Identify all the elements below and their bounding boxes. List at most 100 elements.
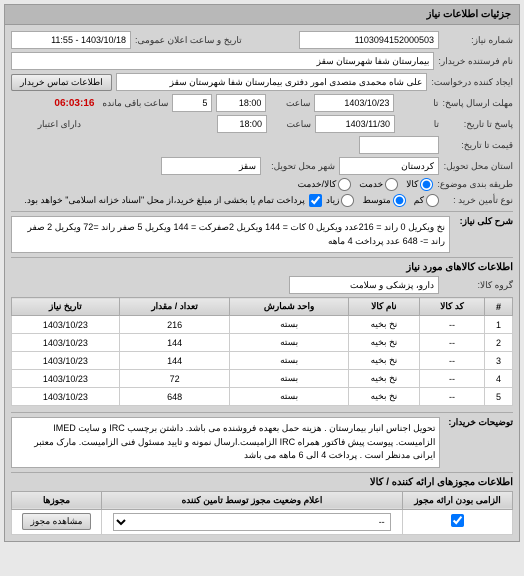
row-group: گروه کالا: — [11, 276, 513, 294]
row-number: شماره نیاز: تاریخ و ساعت اعلان عمومی: — [11, 31, 513, 49]
table-cell: نخ بخیه — [348, 316, 419, 334]
th-qty: تعداد / مقدار — [119, 298, 230, 316]
table-cell: 1 — [485, 316, 513, 334]
auth-required-cell — [403, 509, 513, 534]
table-cell: 1403/10/23 — [12, 388, 120, 406]
table-cell: -- — [419, 334, 484, 352]
table-row: 1--نخ بخیهبسته2161403/10/23 — [12, 316, 513, 334]
table-row: 3--نخ بخیهبسته1441403/10/23 — [12, 352, 513, 370]
supply-radio-2[interactable]: متوسط — [362, 194, 405, 207]
desc-text: نخ ویکریل 0 راند = 216عدد ویکریل 0 کات =… — [11, 216, 450, 253]
table-row: 2--نخ بخیهبسته1441403/10/23 — [12, 334, 513, 352]
group-input[interactable] — [289, 276, 439, 294]
th-code: کد کالا — [419, 298, 484, 316]
row-price: قیمت تا تاریخ: — [11, 136, 513, 154]
table-cell: بسته — [230, 370, 349, 388]
table-cell: 1403/10/23 — [12, 334, 120, 352]
auth-select[interactable]: -- — [113, 513, 390, 531]
row-requester: ایجاد کننده درخواست: اطلاعات تماس خریدار — [11, 73, 513, 91]
supply-radio-1[interactable]: کم — [414, 194, 439, 207]
payment-note: پرداخت تمام یا بخشی از مبلغ خرید،از محل … — [24, 195, 304, 206]
view-auth-button[interactable]: مشاهده مجوز — [22, 513, 92, 530]
auth-header: اطلاعات مجوزهای ارائه کننده / کالا — [11, 477, 513, 488]
goods-header: اطلاعات کالاهای مورد نیاز — [11, 262, 513, 273]
payment-checkbox[interactable] — [309, 194, 322, 207]
price-date-input[interactable] — [359, 136, 439, 154]
table-cell: 648 — [119, 388, 230, 406]
auth-checkbox[interactable] — [451, 514, 464, 527]
table-cell: بسته — [230, 316, 349, 334]
time-label-2: ساعت — [271, 119, 311, 130]
explain-label: توضیحات خریدار: — [448, 417, 513, 428]
row-validity: پاسخ تا تاریخ: تا ساعت دارای اعتبار — [11, 115, 513, 133]
days-input[interactable] — [172, 94, 212, 112]
table-cell: -- — [419, 388, 484, 406]
table-cell: بسته — [230, 352, 349, 370]
to-label: تا — [398, 98, 438, 109]
province-input[interactable] — [339, 157, 439, 175]
th-date: تاریخ نیاز — [12, 298, 120, 316]
goods-table: # کد کالا نام کالا واحد شمارش تعداد / مق… — [11, 297, 513, 406]
deadline-time-input[interactable] — [216, 94, 266, 112]
validity-date-input[interactable] — [315, 115, 395, 133]
auth-table: الزامی بودن ارائه مجوز اعلام وضعیت مجوز … — [11, 491, 513, 535]
auth-view-cell: مشاهده مجوز — [12, 509, 102, 534]
table-cell: 216 — [119, 316, 230, 334]
table-cell: نخ بخیه — [348, 334, 419, 352]
table-cell: 4 — [485, 370, 513, 388]
auth-status-cell: -- — [102, 509, 403, 534]
public-date-input[interactable] — [11, 31, 131, 49]
table-cell: 72 — [119, 370, 230, 388]
lot-radio-group: کالا خدمت کالا/خدمت — [298, 178, 434, 191]
row-lot-type: طریقه بندی موضوع: کالا خدمت کالا/خدمت — [11, 178, 513, 191]
explain-text: تحویل اجناس انبار بیمارستان . هزینه حمل … — [11, 417, 440, 468]
supply-radio-3[interactable]: زیاد — [326, 194, 355, 207]
th-name: نام کالا — [348, 298, 419, 316]
supply-radio-group: کم متوسط زیاد — [326, 194, 439, 207]
panel-title: جزئیات اطلاعات نیاز — [5, 5, 519, 25]
countdown-timer: 06:03:16 — [54, 98, 94, 109]
lot-radio-1[interactable]: کالا — [406, 178, 433, 191]
table-cell: 1403/10/23 — [12, 316, 120, 334]
desc-label: شرح کلی نیاز: — [458, 216, 513, 227]
time-label-1: ساعت — [270, 98, 310, 109]
th-unit: واحد شمارش — [230, 298, 349, 316]
main-panel: جزئیات اطلاعات نیاز شماره نیاز: تاریخ و … — [4, 4, 520, 542]
contact-button[interactable]: اطلاعات تماس خریدار — [11, 74, 112, 91]
table-cell: 144 — [119, 352, 230, 370]
province-label: استان محل تحویل: — [443, 161, 513, 172]
requester-label: ایجاد کننده درخواست: — [431, 77, 513, 88]
buyer-input[interactable] — [11, 52, 434, 70]
row-description: شرح کلی نیاز: نخ ویکریل 0 راند = 216عدد … — [11, 216, 513, 253]
row-explain: توضیحات خریدار: تحویل اجناس انبار بیمارس… — [11, 417, 513, 468]
buyer-label: نام فرستنده خریدار: — [438, 56, 513, 67]
number-input[interactable] — [299, 31, 439, 49]
table-cell: نخ بخیه — [348, 370, 419, 388]
lot-radio-3[interactable]: کالا/خدمت — [298, 178, 352, 191]
table-cell: بسته — [230, 334, 349, 352]
table-cell: -- — [419, 370, 484, 388]
table-cell: 144 — [119, 334, 230, 352]
deadline-label: مهلت ارسال پاسخ: — [442, 98, 513, 109]
days-remain-label: ساعت باقی مانده — [98, 98, 168, 109]
auth-header-row: الزامی بودن ارائه مجوز اعلام وضعیت مجوز … — [12, 491, 513, 509]
public-date-label: تاریخ و ساعت اعلان عمومی: — [135, 35, 242, 46]
number-label: شماره نیاز: — [443, 35, 513, 46]
row-buyer: نام فرستنده خریدار: — [11, 52, 513, 70]
table-cell: نخ بخیه — [348, 388, 419, 406]
table-header-row: # کد کالا نام کالا واحد شمارش تعداد / مق… — [12, 298, 513, 316]
table-cell: 2 — [485, 334, 513, 352]
row-location: استان محل تحویل: شهر محل تحویل: — [11, 157, 513, 175]
group-label: گروه کالا: — [443, 280, 513, 291]
th-num: # — [485, 298, 513, 316]
requester-input[interactable] — [116, 73, 428, 91]
validity-time-input[interactable] — [217, 115, 267, 133]
city-input[interactable] — [161, 157, 261, 175]
credit-label: دارای اعتبار — [11, 119, 81, 130]
table-cell: 1403/10/23 — [12, 352, 120, 370]
lot-radio-2[interactable]: خدمت — [359, 178, 398, 191]
lot-label: طریقه بندی موضوع: — [437, 179, 513, 190]
table-cell: -- — [419, 316, 484, 334]
deadline-date-input[interactable] — [314, 94, 394, 112]
price-label: قیمت تا تاریخ: — [443, 140, 513, 151]
